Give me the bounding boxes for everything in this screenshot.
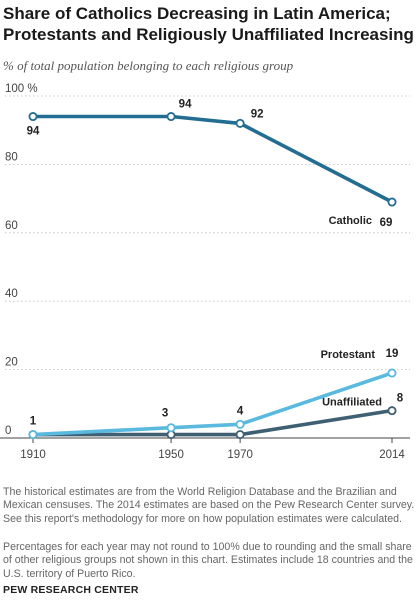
source-credit: PEW RESEARCH CENTER <box>3 584 139 596</box>
data-label: 92 <box>251 108 264 120</box>
data-point <box>235 118 245 128</box>
grid-lines <box>0 95 410 443</box>
footnote-sources: The historical estimates are from the Wo… <box>3 486 415 525</box>
data-label: 19 <box>386 348 399 360</box>
series-lines <box>32 114 393 437</box>
data-point <box>235 430 245 440</box>
series-line <box>33 114 393 204</box>
chart-title: Share of Catholics Decreasing in Latin A… <box>3 4 414 44</box>
data-label: 69 <box>380 217 393 229</box>
data-point <box>166 423 176 433</box>
x-tick-label: 2014 <box>379 449 405 461</box>
data-label: 8 <box>397 393 404 405</box>
data-point <box>28 112 38 122</box>
data-label: 94 <box>179 99 192 111</box>
x-axis-labels: 1910 1950 1970 2014 <box>20 449 405 461</box>
y-tick-label: 20 <box>5 357 18 369</box>
y-tick-label: 100 % <box>5 83 38 95</box>
series-line <box>33 408 393 437</box>
y-tick-label: 80 <box>5 151 18 163</box>
data-label: 94 <box>27 126 40 138</box>
data-point <box>387 368 397 378</box>
data-point <box>387 406 397 416</box>
data-point <box>28 430 38 440</box>
y-axis-labels: 0 20 40 60 80 100 % <box>5 83 38 437</box>
series-name-unaffiliated: Unaffiliated <box>322 397 382 409</box>
x-tick-label: 1970 <box>227 449 253 461</box>
data-label: 4 <box>237 405 244 417</box>
x-tick-label: 1950 <box>158 449 184 461</box>
y-tick-label: 40 <box>5 288 18 300</box>
series-names: Catholic Protestant Unaffiliated <box>321 215 382 409</box>
y-tick-label: 60 <box>5 220 18 232</box>
chart-subtitle: % of total population belonging to each … <box>3 58 294 73</box>
footnote-rounding: Percentages for each year may not round … <box>3 541 413 580</box>
data-label: 1 <box>30 416 37 428</box>
data-labels: 94 94 92 69 1 3 4 19 8 <box>27 99 404 428</box>
x-tick-label: 1910 <box>20 449 46 461</box>
series-line <box>32 371 393 437</box>
y-tick-label: 0 <box>5 425 11 437</box>
data-point <box>235 419 245 429</box>
series-points <box>28 112 397 440</box>
data-point <box>166 112 176 122</box>
data-label: 3 <box>162 408 168 420</box>
data-point <box>387 197 397 207</box>
series-name-protestant: Protestant <box>321 349 376 361</box>
line-chart: 0 20 40 60 80 100 % 1910 1950 1970 2014 94 94 92 69… <box>0 83 410 461</box>
series-name-catholic: Catholic <box>329 215 372 227</box>
